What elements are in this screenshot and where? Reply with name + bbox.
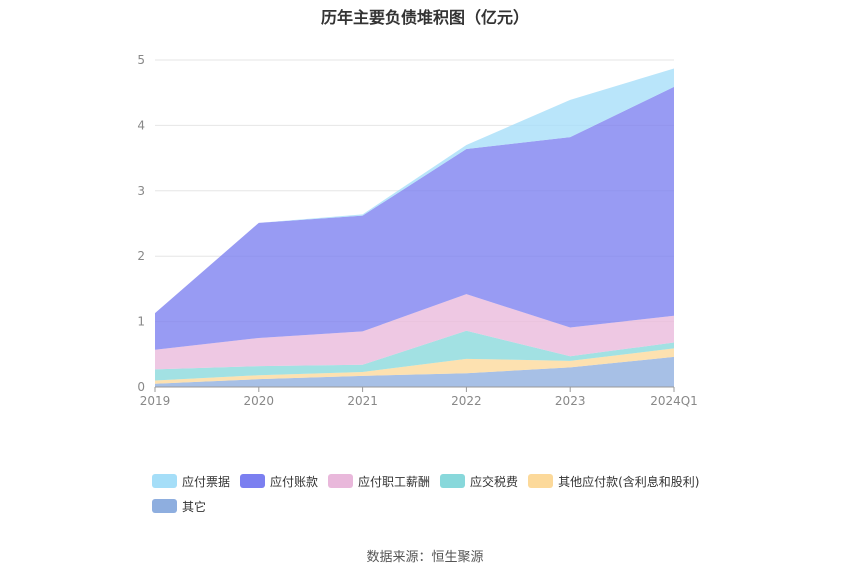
legend-swatch [328,474,354,488]
x-tick-label: 2022 [451,394,482,408]
area-series-3 [155,294,674,370]
area-series-2 [155,330,674,381]
y-tick-label: 4 [137,118,145,132]
area-series-0 [155,356,674,387]
legend-label: 应付账款 [270,474,319,489]
legend-swatch [528,474,554,488]
legend-item[interactable]: 应付职工薪酬 [328,472,430,490]
legend-label: 应交税费 [470,474,519,489]
x-tick-label: 2024Q1 [650,394,698,408]
x-tick-label: 2020 [244,394,275,408]
legend-swatch [240,474,266,488]
y-tick-label: 3 [137,184,145,198]
y-tick-label: 5 [137,53,145,67]
area-series-1 [155,348,674,384]
legend-item[interactable]: 应付账款 [240,472,318,490]
y-tick-label: 1 [137,315,145,329]
legend-item[interactable]: 其他应付款(含利息和股利) [528,472,699,490]
legend-swatch [152,474,177,488]
stacked-area-chart: 0 1 2 3 4 5 2019 2020 2021 2022 2023 2024Q1 [137,53,698,408]
legend-label: 应付职工薪酬 [358,474,431,489]
area-series-4 [155,86,674,350]
y-tick-label: 2 [137,249,145,263]
legend-label: 其他应付款(含利息和股利) [558,474,700,489]
x-tick-label: 2023 [555,394,586,408]
legend-label: 应付票据 [182,474,231,489]
y-tick-label: 0 [137,380,145,394]
legend-item[interactable]: 其它 [152,497,206,515]
legend-label: 其它 [182,499,207,514]
chart-title: 历年主要负债堆积图（亿元） [320,8,529,27]
x-tick-label: 2019 [140,394,171,408]
area-series-5 [155,68,674,314]
legend-swatch [152,499,177,513]
legend-item[interactable]: 应付票据 [152,472,230,490]
x-tick-label: 2021 [347,394,378,408]
data-source-note: 数据来源：恒生聚源 [366,550,484,565]
legend-swatch [440,474,466,488]
chart-legend: 应付票据 应付账款 应付职工薪酬 应交税费 其他应付款(含利息和股利) 其它 [152,472,712,522]
legend-item[interactable]: 应交税费 [440,472,518,490]
